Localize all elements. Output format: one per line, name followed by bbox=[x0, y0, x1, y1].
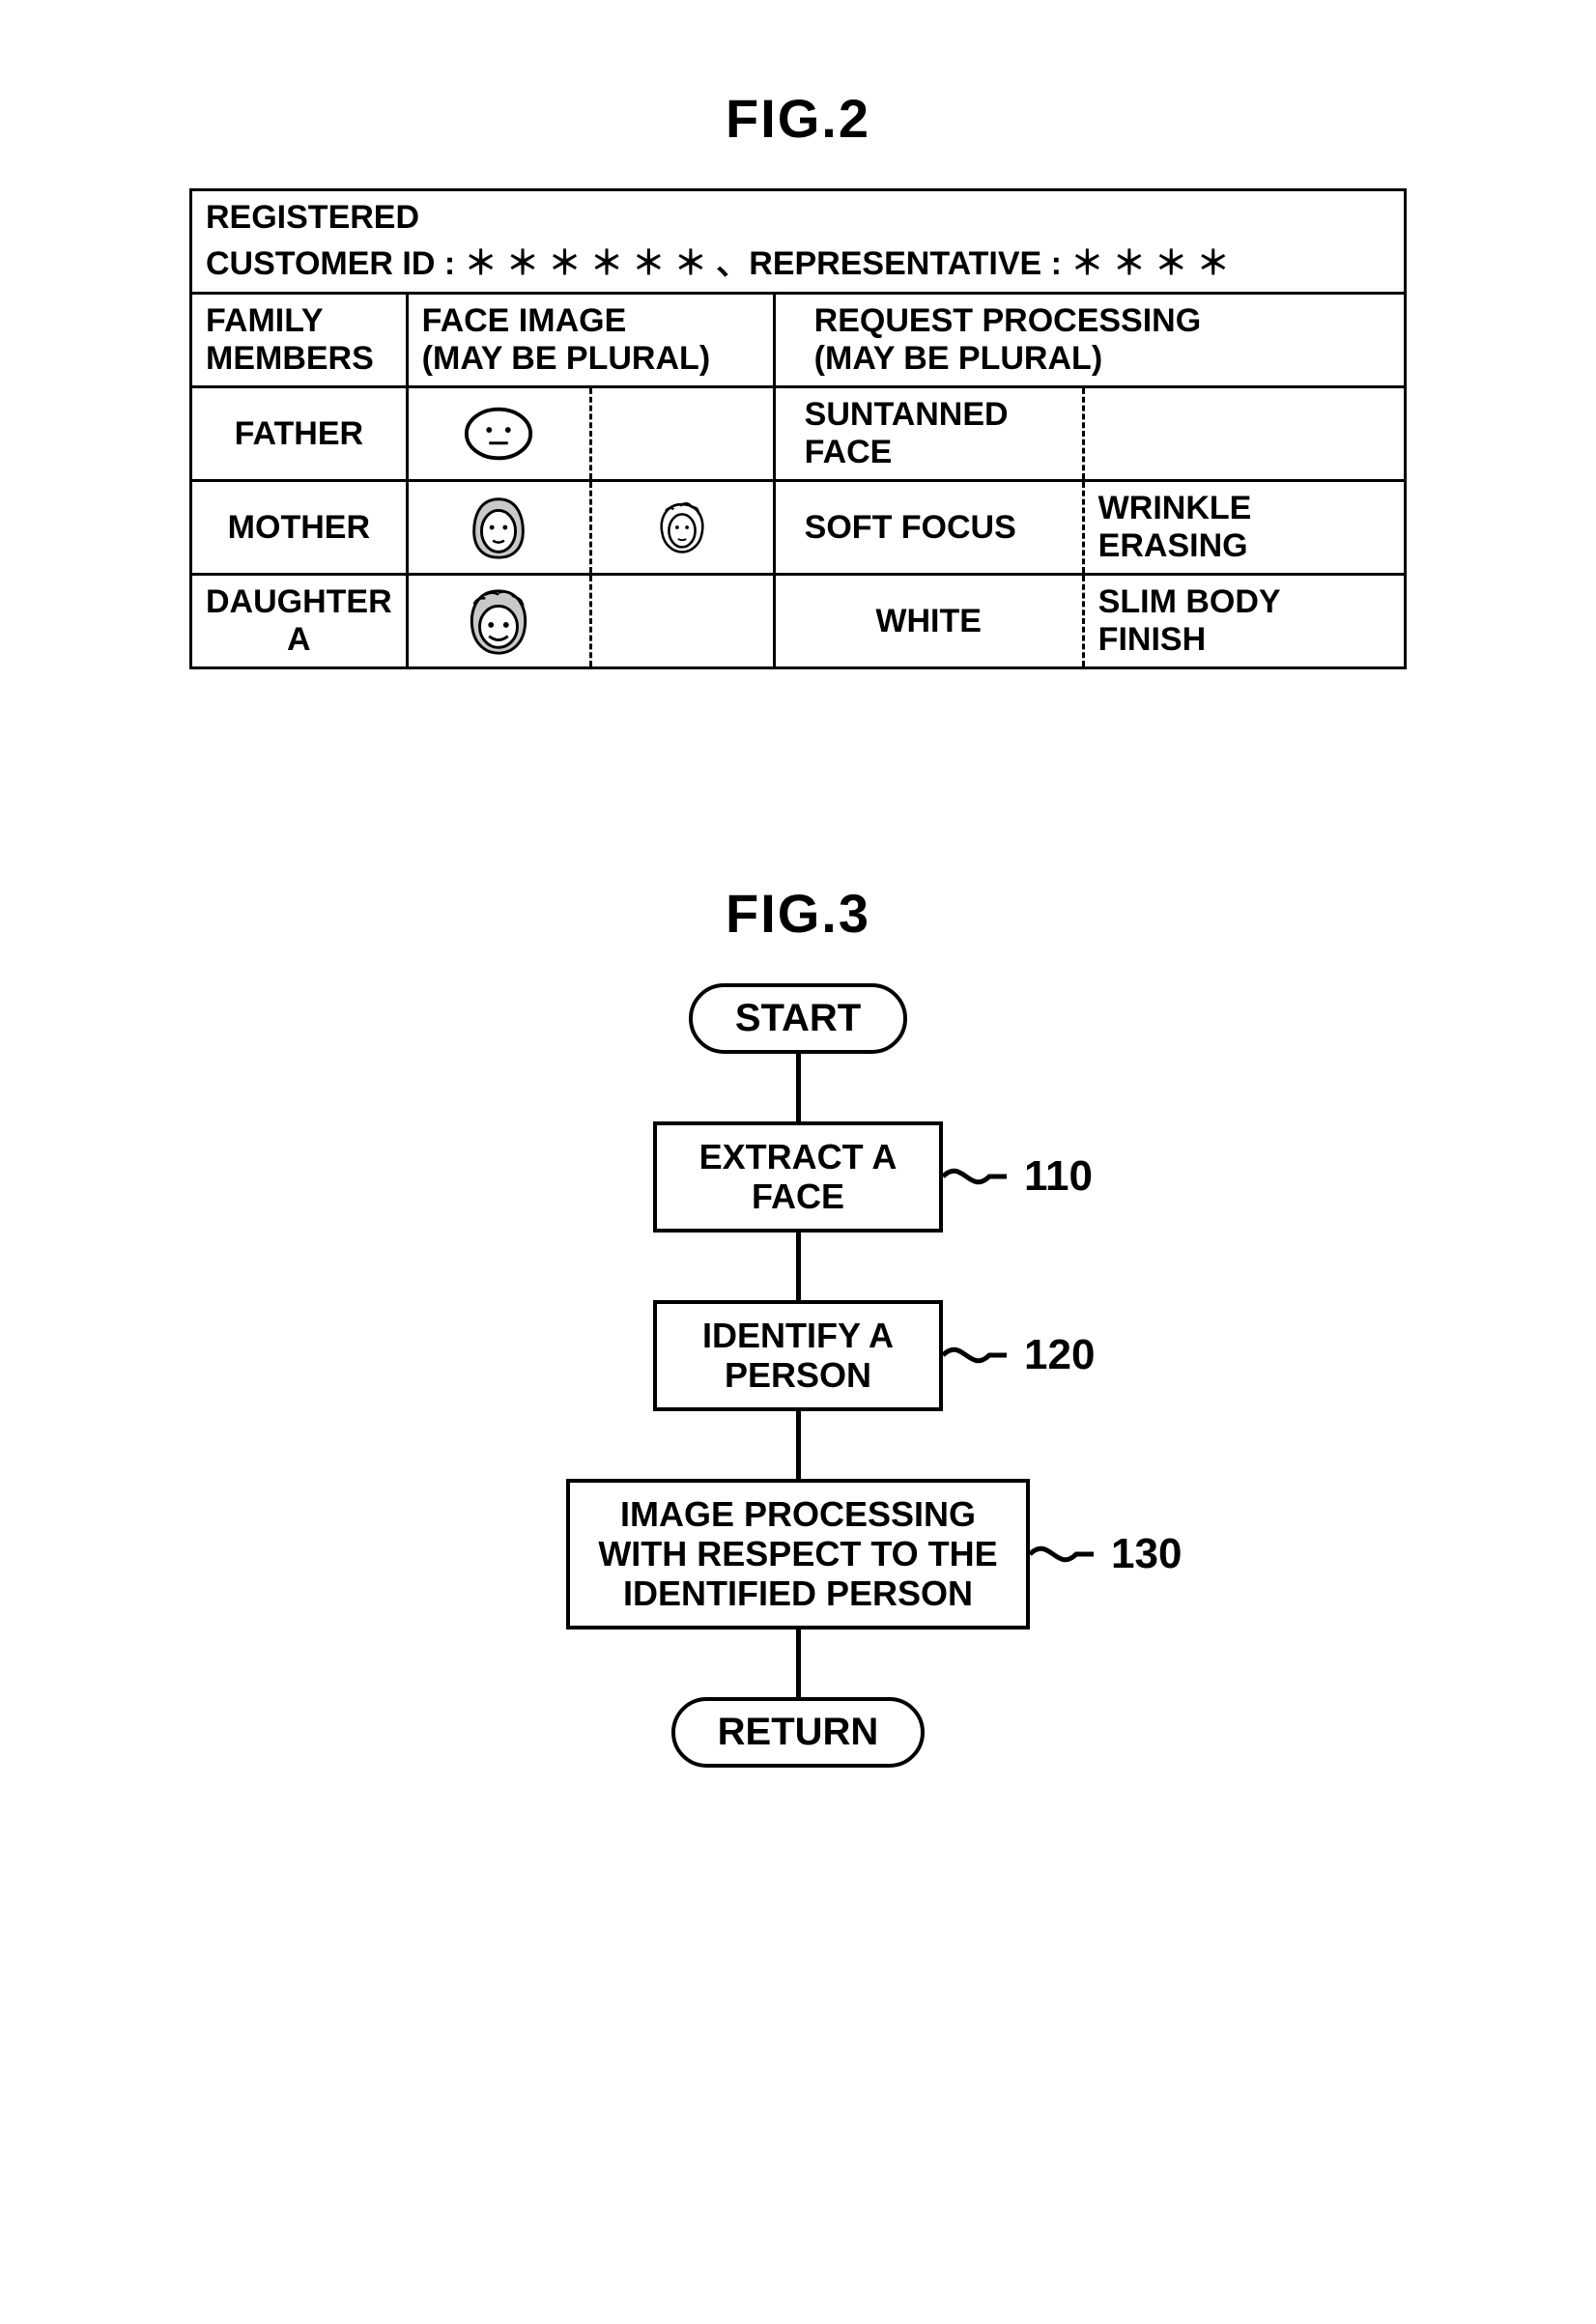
step-number: 120 bbox=[1024, 1331, 1095, 1379]
flow-step: IMAGE PROCESSING WITH RESPECT TO THE IDE… bbox=[566, 1479, 1030, 1630]
face-cell-1 bbox=[407, 387, 590, 481]
flow-step: IDENTIFY A PERSON 120 bbox=[653, 1300, 943, 1411]
req-cell-2: WRINKLE ERASING bbox=[1083, 481, 1405, 575]
fig2-table: REGISTERED CUSTOMER ID : ＊ ＊ ＊ ＊ ＊ ＊ 、RE… bbox=[189, 188, 1407, 669]
flow-step: EXTRACT A FACE 110 bbox=[653, 1121, 943, 1233]
fig2-table-wrap: REGISTERED CUSTOMER ID : ＊ ＊ ＊ ＊ ＊ ＊ 、RE… bbox=[189, 188, 1407, 669]
face-cell-2 bbox=[590, 387, 774, 481]
face-cell-2 bbox=[590, 575, 774, 668]
flow-line bbox=[796, 1233, 801, 1300]
connector-icon bbox=[943, 1334, 1011, 1376]
face-icon-mother2 bbox=[649, 495, 715, 560]
req-cell-1: SOFT FOCUS bbox=[774, 481, 1083, 575]
connector-icon bbox=[943, 1155, 1011, 1198]
face-icon-mother1 bbox=[461, 490, 536, 565]
fig2-title: FIG.2 bbox=[39, 87, 1557, 150]
req-cell-1: WHITE bbox=[774, 575, 1083, 668]
step-number: 130 bbox=[1111, 1530, 1182, 1578]
step-number: 110 bbox=[1024, 1152, 1093, 1201]
process-box: EXTRACT A FACE bbox=[653, 1121, 943, 1233]
fig2-col2-header: FACE IMAGE (MAY BE PLURAL) bbox=[407, 294, 774, 387]
fig2-col3-header: REQUEST PROCESSING (MAY BE PLURAL) bbox=[774, 294, 1405, 387]
fig3-flowchart: START EXTRACT A FACE 110 IDENTIFY A PERS… bbox=[363, 983, 1233, 1768]
connector-icon bbox=[1030, 1533, 1097, 1575]
step-number-label: 110 bbox=[943, 1152, 1093, 1201]
flow-line bbox=[796, 1411, 801, 1479]
table-row: DAUGHTER A WHITE SLIM BODY FINISH bbox=[191, 575, 1406, 668]
face-cell-1 bbox=[407, 481, 590, 575]
flow-line bbox=[796, 1630, 801, 1697]
req-cell-2 bbox=[1083, 387, 1405, 481]
fig3-title: FIG.3 bbox=[39, 882, 1557, 945]
face-cell-1 bbox=[407, 575, 590, 668]
start-terminal: START bbox=[689, 983, 907, 1054]
member-cell: DAUGHTER A bbox=[191, 575, 408, 668]
return-terminal: RETURN bbox=[671, 1697, 926, 1768]
member-cell: FATHER bbox=[191, 387, 408, 481]
table-row: MOTHER bbox=[191, 481, 1406, 575]
face-icon-daughter bbox=[461, 583, 536, 659]
table-row: FATHER SUNTANNED FACE bbox=[191, 387, 1406, 481]
flow-line bbox=[796, 1054, 801, 1121]
req-cell-1: SUNTANNED FACE bbox=[774, 387, 1083, 481]
face-cell-2 bbox=[590, 481, 774, 575]
face-icon-father bbox=[461, 396, 536, 471]
step-number-label: 120 bbox=[943, 1331, 1095, 1379]
process-box: IMAGE PROCESSING WITH RESPECT TO THE IDE… bbox=[566, 1479, 1030, 1630]
process-box: IDENTIFY A PERSON bbox=[653, 1300, 943, 1411]
member-cell: MOTHER bbox=[191, 481, 408, 575]
step-number-label: 130 bbox=[1030, 1530, 1182, 1578]
fig2-col1-header: FAMILY MEMBERS bbox=[191, 294, 408, 387]
req-cell-2: SLIM BODY FINISH bbox=[1083, 575, 1405, 668]
fig2-header-line: REGISTERED CUSTOMER ID : ＊ ＊ ＊ ＊ ＊ ＊ 、RE… bbox=[191, 190, 1406, 294]
